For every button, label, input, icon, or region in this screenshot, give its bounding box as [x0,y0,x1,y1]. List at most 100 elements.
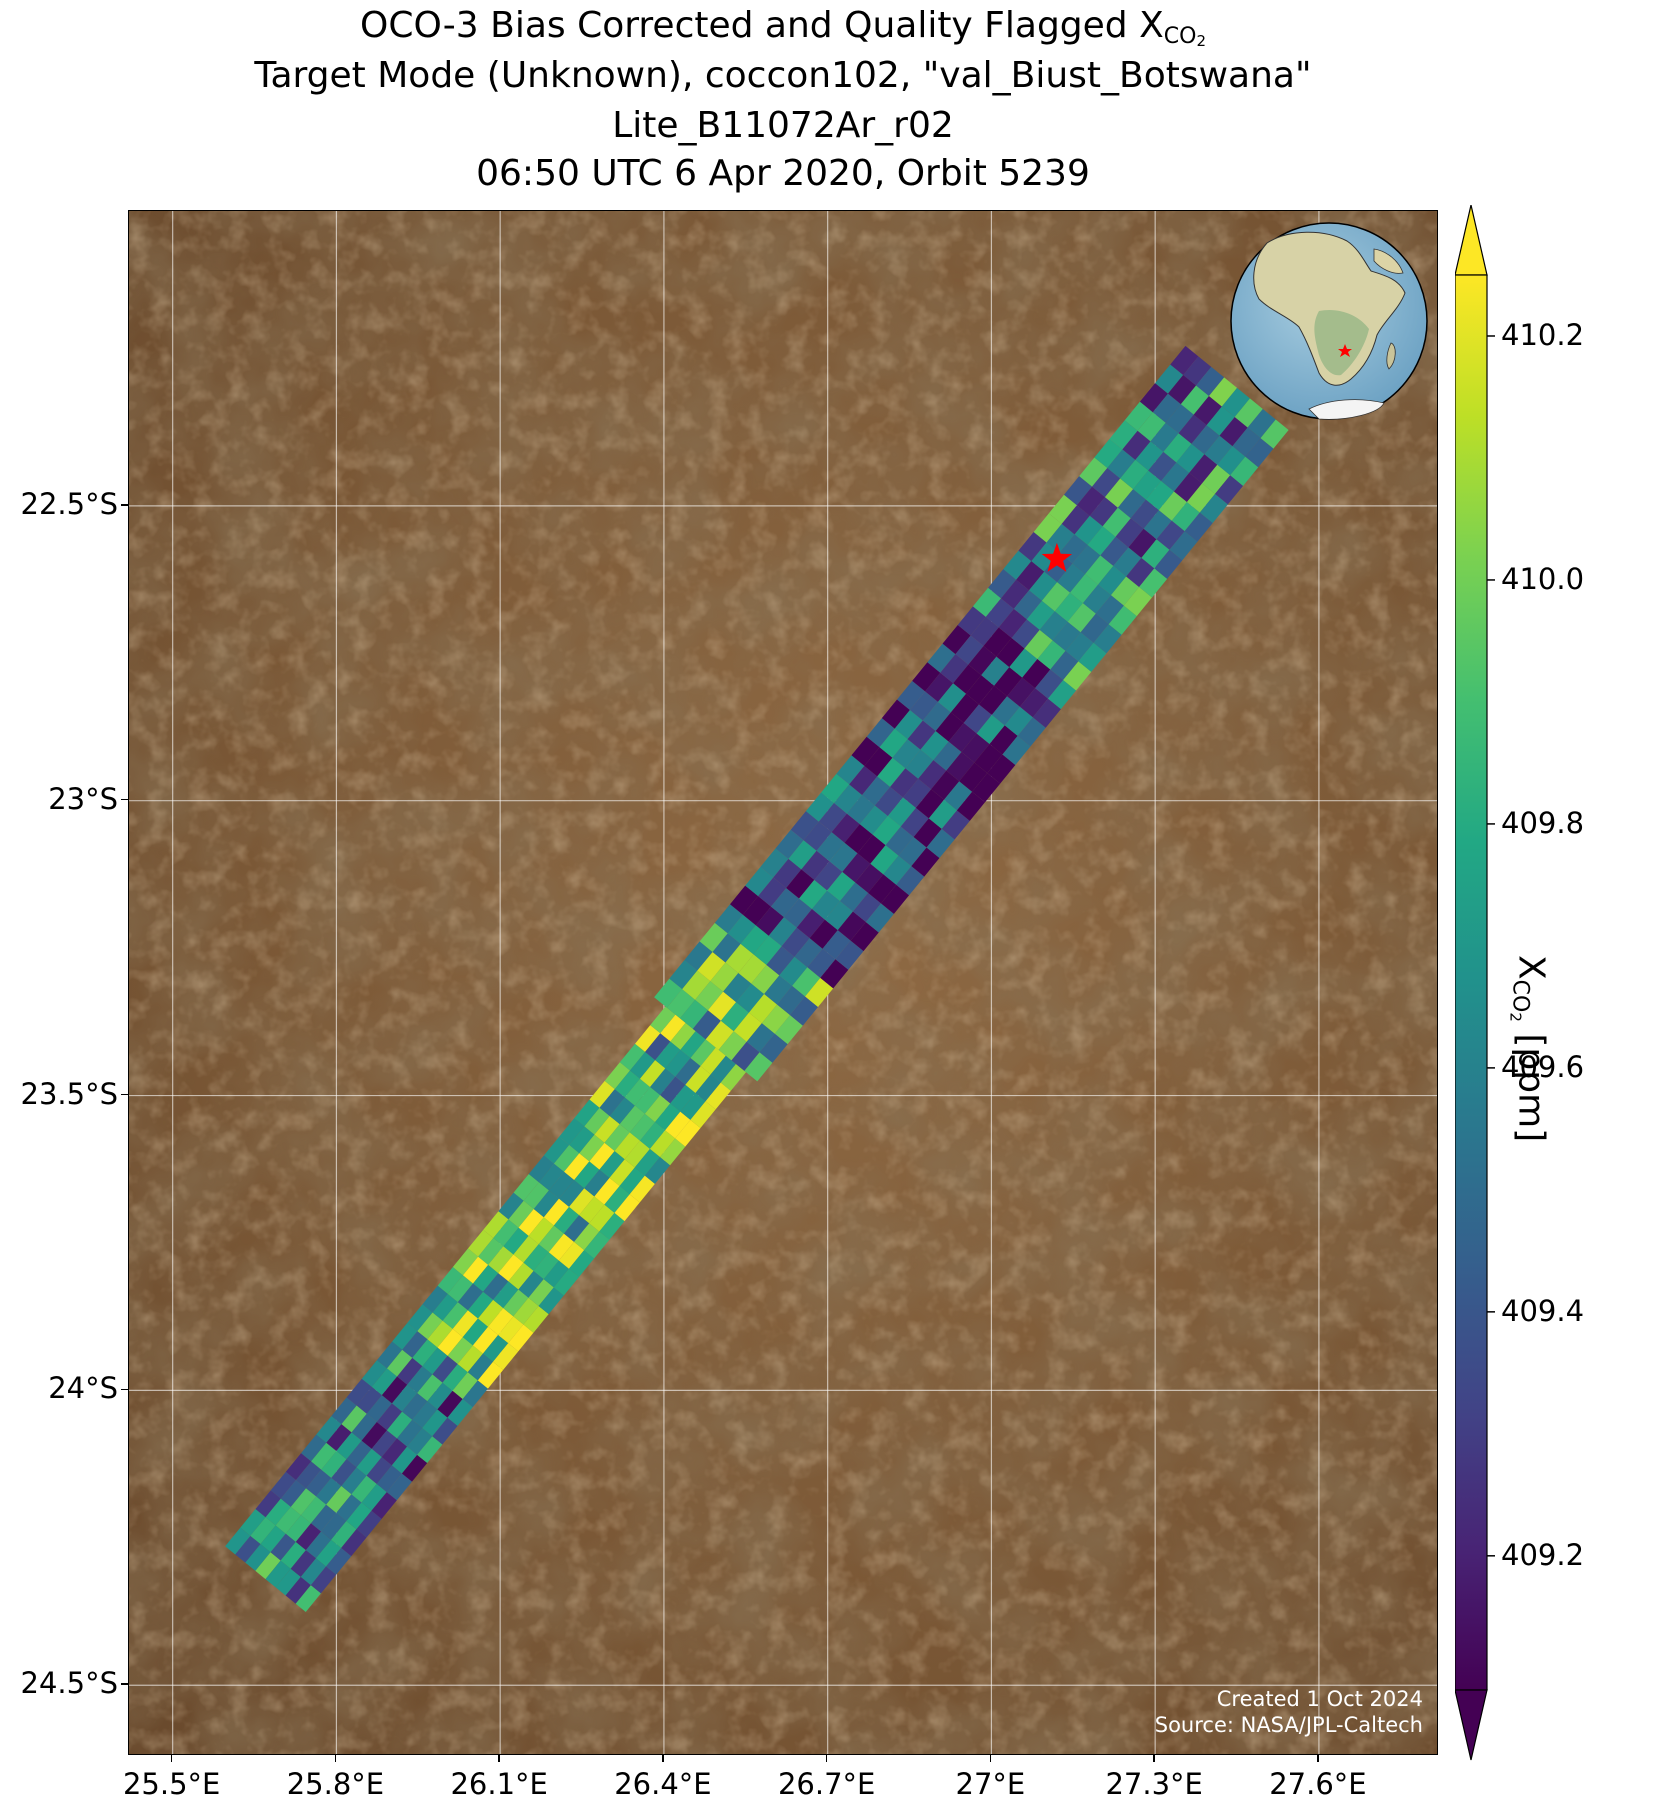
x-tick-label: 27.6°E [1269,1767,1367,1801]
xco2-footprint [351,1475,377,1503]
xco2-footprint [940,654,969,684]
x-tick-mark [1317,1755,1319,1762]
xco2-footprint [966,675,995,705]
xco2-footprint [972,587,1002,617]
xco2-footprint [894,709,923,740]
xco2-footprint [371,1492,397,1519]
xco2-footprint [675,1057,701,1085]
xco2-footprint [655,1103,681,1131]
xco2-footprint [1018,531,1047,562]
xco2-footprint [295,1461,322,1489]
xco2-footprint [1085,555,1114,585]
xco2-footprint [568,1250,595,1277]
xco2-footprint [670,1022,696,1050]
xco2-footprint [553,1268,580,1296]
xco2-footprint [351,1413,377,1441]
xco2-footprint [700,1047,726,1075]
xco2-footprint [285,1453,312,1480]
xco2-footprint [1067,603,1096,633]
xco2-footprint [859,805,888,835]
xco2-footprint [523,1244,549,1271]
xco2-footprint [911,847,940,877]
xco2-footprint [311,1442,337,1470]
xco2-footprint [361,1360,388,1387]
xco2-footprint [1016,561,1045,591]
xco2-footprint [442,1363,468,1391]
xco2-footprint [614,1132,640,1160]
xco2-footprint [240,1509,266,1536]
xco2-footprint [764,975,793,1005]
xco2-footprint [407,1304,433,1332]
xco2-footprint [1199,493,1228,524]
xco2-footprint [579,1134,605,1162]
xco2-footprint [748,994,778,1024]
globe-africa [1253,231,1406,386]
xco2-footprint [774,1015,803,1045]
xco2-footprint [753,935,782,965]
xco2-footprint [946,752,975,782]
x-tick-mark [825,1755,828,1762]
xco2-footprint [730,885,759,915]
xco2-footprint [655,1041,681,1069]
xco2-footprint [727,914,756,944]
xco2-footprint [392,1384,418,1412]
xco2-footprint [1029,571,1058,601]
xco2-footprint [285,1515,312,1542]
gridlines [129,211,1437,1754]
xco2-footprint [417,1312,443,1340]
xco2-footprint [937,683,967,713]
xco2-footprint [1079,457,1108,487]
xco2-footprint [1120,459,1149,490]
xco2-footprint [639,1122,666,1149]
x-tick-label: 25.5°E [122,1767,221,1801]
xco2-footprint [538,1163,565,1191]
xco2-footprint [829,842,858,872]
xco2-footprint [1234,398,1263,428]
xco2-footprint [996,637,1025,668]
xco2-footprint [305,1531,332,1559]
xco2-footprint [1072,544,1101,575]
xco2-footprint [392,1322,418,1350]
xco2-footprint [326,1424,352,1451]
xco2-footprint [744,1052,773,1082]
xco2-footprint [477,1361,504,1389]
xco2-footprint [1215,475,1244,505]
xco2-footprint [1193,396,1222,426]
xco2-footprint [417,1436,443,1464]
xco2-footprint [831,813,860,843]
xco2-footprint [933,741,962,771]
xco2-footprint [1135,441,1164,471]
xco2-footprint [759,1033,788,1063]
xco2-footprint [447,1399,473,1426]
colorbar-label: XCO2 [ppm] [1506,955,1552,1143]
xco2-footprint [624,1078,651,1106]
xco2-footprint [733,1012,762,1042]
xco2-footprint [1035,669,1064,699]
map-panel[interactable]: Created 1 Oct 2024 Source: NASA/JPL-Calt… [128,210,1438,1755]
xco2-footprint [447,1275,474,1303]
xco2-footprint [386,1411,413,1439]
colorbar [1455,205,1495,1761]
x-tick-mark [662,1755,664,1762]
xco2-footprint [1183,356,1212,386]
y-tick-mark [121,1388,128,1391]
x-tick-label: 25.8°E [286,1767,385,1801]
xco2-footprint [928,799,957,829]
colorbar-extend-min [1455,1689,1488,1761]
xco2-footprint [690,1101,716,1129]
xco2-footprint [881,699,910,729]
xco2-footprint [644,1157,671,1184]
xco2-footprint [988,569,1017,599]
xco2-footprint [821,773,850,804]
xco2-footprint [533,1252,559,1280]
xco2-footprint [477,1299,504,1327]
xco2-footprint [1230,456,1259,486]
xco2-footprint [961,733,990,763]
xco2-footprint [840,882,869,912]
xco2-footprint [412,1401,438,1429]
xco2-footprint [594,1177,620,1205]
xco2-footprint [1148,451,1177,481]
xco2-footprint [361,1421,387,1449]
xco2-footprint [619,1043,646,1071]
y-tick-label: 24°S [48,1371,118,1406]
